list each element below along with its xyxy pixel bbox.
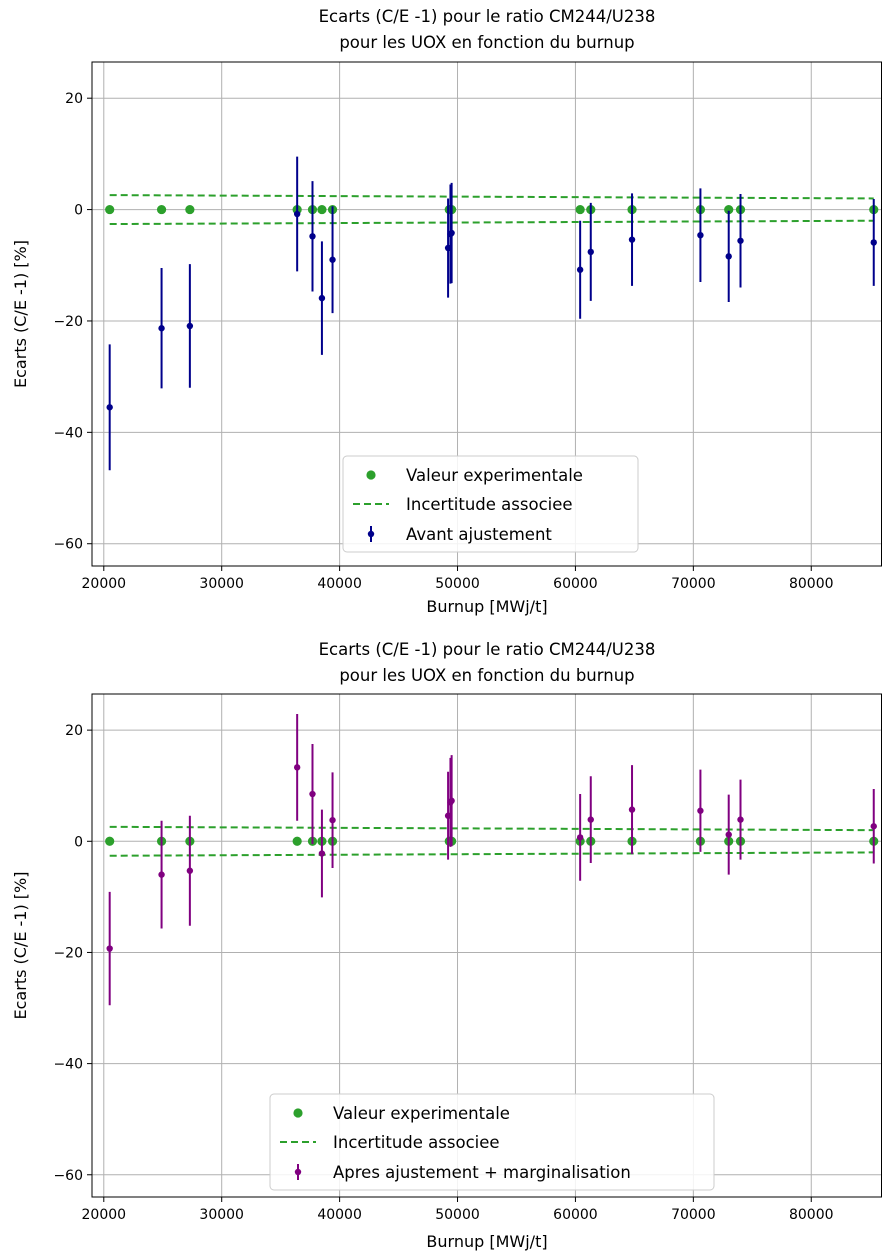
legend-label-experimental: Valeur experimentale — [406, 466, 583, 485]
data-point — [186, 322, 194, 330]
y-tick-label: −40 — [53, 425, 83, 441]
chart-apres: Ecarts (C/E -1) pour le ratio CM244/U238… — [11, 640, 882, 1251]
data-point — [309, 790, 316, 798]
data-point — [318, 294, 326, 302]
x-axis-label: Burnup [MWj/t] — [426, 597, 547, 616]
legend: Valeur experimentale Incertitude associee… — [269, 1093, 715, 1191]
x-tick-label: 40000 — [317, 576, 362, 592]
legend-marker-series — [367, 530, 375, 538]
data-point — [293, 210, 301, 218]
data-point — [309, 233, 316, 240]
x-tick-label: 40000 — [317, 1207, 362, 1223]
grid — [92, 62, 882, 566]
x-tick-label: 50000 — [435, 576, 480, 592]
experimental-point — [292, 836, 302, 846]
data-point — [628, 806, 636, 813]
chart-title-line-2: pour les UOX en fonction du burnup — [339, 33, 634, 52]
data-point — [737, 237, 744, 244]
legend: Valeur experimentale Incertitude associee… — [342, 455, 639, 553]
data-point — [587, 816, 594, 823]
y-axis-label: Ecarts (C/E -1) [%] — [11, 240, 30, 388]
y-tick-label: 0 — [74, 203, 83, 219]
y-axis-label: Ecarts (C/E -1) [%] — [11, 872, 30, 1020]
legend-box — [269, 1093, 715, 1191]
data-point — [576, 266, 584, 273]
legend-label-series: Avant ajustement — [406, 525, 552, 544]
legend-marker-series — [294, 1168, 302, 1176]
x-tick-label: 60000 — [553, 1207, 598, 1223]
uncertainty-upper-line — [109, 194, 874, 200]
data-point — [587, 248, 594, 256]
data-point — [725, 831, 732, 838]
data-point — [697, 231, 704, 239]
experimental-point — [156, 204, 167, 215]
data-point — [158, 325, 165, 332]
experimental-point — [575, 204, 585, 215]
x-tick-label: 20000 — [82, 576, 127, 592]
data-point — [186, 867, 194, 874]
data-point — [329, 256, 336, 263]
chart-title-line-2: pour les UOX en fonction du burnup — [339, 666, 634, 685]
data-point — [576, 834, 584, 841]
data-point — [448, 797, 455, 804]
y-tick-label: −60 — [53, 1168, 83, 1184]
legend-box — [342, 455, 639, 553]
data-point — [725, 253, 732, 260]
experimental-point — [724, 204, 734, 215]
y-tick-label: 0 — [74, 834, 83, 850]
x-tick-label: 80000 — [789, 1207, 834, 1223]
data-point — [158, 871, 165, 878]
data-point — [697, 807, 704, 814]
data-point — [737, 816, 744, 823]
experimental-point — [317, 204, 327, 215]
legend-label-series: Apres ajustement + marginalisation — [333, 1163, 631, 1182]
y-tick-label: −60 — [53, 537, 83, 553]
legend-label-uncertainty: Incertitude associee — [406, 495, 573, 514]
uncertainty-lower-line — [109, 851, 874, 857]
uncertainty-upper-line — [109, 825, 874, 832]
y-tick-label: −40 — [53, 1057, 83, 1073]
data-point — [293, 764, 301, 771]
data-point — [329, 816, 336, 824]
data-point — [448, 229, 455, 237]
y-tick-label: 20 — [65, 91, 83, 107]
x-tick-label: 20000 — [82, 1207, 127, 1223]
y-tick-label: 20 — [65, 723, 83, 739]
experimental-point — [105, 204, 115, 215]
x-tick-label: 50000 — [435, 1207, 480, 1223]
y-tick-label: −20 — [53, 945, 83, 961]
x-tick-label: 80000 — [789, 576, 834, 592]
legend-marker-experimental — [293, 1108, 303, 1118]
data-point — [106, 404, 113, 411]
x-tick-label: 70000 — [671, 576, 716, 592]
chart-title-line-1: Ecarts (C/E -1) pour le ratio CM244/U238 — [319, 7, 656, 26]
data-point — [106, 945, 113, 952]
x-axis-label: Burnup [MWj/t] — [426, 1232, 547, 1251]
x-tick-label: 30000 — [199, 576, 244, 592]
x-tick-label: 30000 — [199, 1207, 244, 1223]
y-tick-label: −20 — [53, 314, 83, 330]
legend-label-uncertainty: Incertitude associee — [333, 1133, 500, 1152]
legend-label-experimental: Valeur experimentale — [333, 1104, 510, 1123]
legend-marker-experimental — [366, 470, 376, 480]
data-point — [870, 239, 877, 246]
chart-avant: Ecarts (C/E -1) pour le ratio CM244/U238… — [11, 7, 882, 616]
uncertainty-lower-line — [109, 219, 874, 226]
data-point — [628, 236, 636, 243]
x-tick-label: 70000 — [671, 1207, 716, 1223]
experimental-point — [185, 204, 195, 215]
x-tick-label: 60000 — [553, 576, 598, 592]
experimental-point — [105, 836, 115, 846]
chart-title-line-1: Ecarts (C/E -1) pour le ratio CM244/U238 — [319, 640, 656, 659]
data-point — [318, 850, 326, 857]
data-point — [870, 823, 877, 830]
